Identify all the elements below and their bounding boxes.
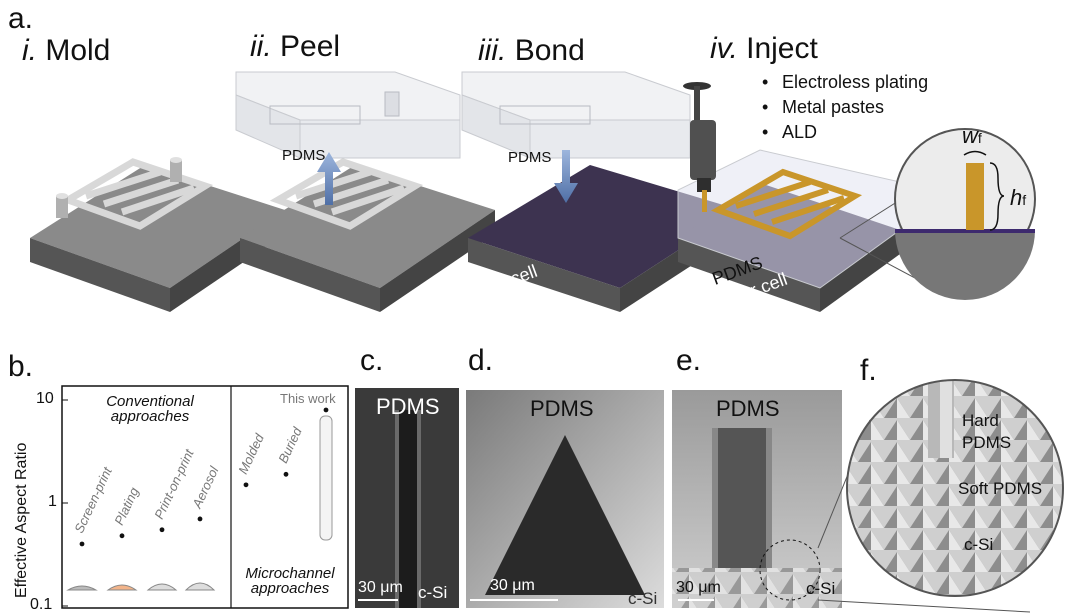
panel-f-letter: f. (860, 354, 877, 387)
finger-height-sub: f (1022, 192, 1027, 208)
syringe (683, 82, 716, 212)
y-tick-label: 0.1 (30, 596, 53, 613)
mold-channel-pattern (59, 158, 214, 230)
step-1-name: Mold (45, 34, 111, 67)
data-point (283, 471, 289, 477)
step-2-name: Peel (280, 30, 341, 63)
sem-panel-f (847, 380, 1063, 596)
panel-d-pdms-label: PDMS (530, 396, 594, 421)
y-tick-label: 10 (36, 390, 54, 407)
data-point (243, 482, 249, 488)
bullet-item: ALD (762, 120, 928, 145)
panel-f-hard-label: Hard PDMS (962, 411, 1012, 452)
mold-pillars (56, 157, 182, 218)
finger-height-letter: h (1010, 185, 1023, 210)
panel-f-substrate: c-Si (964, 535, 994, 554)
data-point (323, 407, 329, 413)
chart-frame (61, 385, 349, 609)
step-3-numeral: iii. (478, 34, 507, 67)
inject-bullet-list: Electroless plating Metal pastes ALD (762, 70, 928, 145)
step-2-numeral: ii. (250, 30, 272, 63)
finger-width-letter: w (962, 123, 978, 148)
chart-left-heading: Conventional approaches (106, 393, 194, 425)
bond-pdms-label: PDMS (508, 149, 552, 166)
bullet-item: Metal pastes (762, 95, 928, 120)
data-point (197, 516, 203, 522)
finger-sketch (106, 584, 138, 591)
panel-d-scale: 30 μm (490, 577, 535, 594)
panel-f-soft-label: Soft PDMS (958, 479, 1043, 498)
finger-sketch (319, 415, 333, 541)
bond-pdms-slab (461, 71, 691, 159)
step-1-numeral: i. (22, 34, 37, 67)
finger-sketch (146, 583, 178, 591)
sem-panel-e (672, 390, 842, 608)
step-4-title: iv. Inject (710, 34, 818, 64)
step-1-title: i. Mold (22, 36, 110, 66)
data-point (79, 541, 85, 547)
step-3-name: Bond (514, 34, 585, 67)
sem-f-outline (846, 379, 1064, 597)
finger-height-symbol: hf (1010, 187, 1026, 209)
chart-marks (62, 399, 333, 607)
f-zoom-line-2 (817, 599, 1031, 613)
panel-a-letter: a. (8, 2, 34, 35)
data-point (119, 533, 125, 539)
panel-e-letter: e. (676, 344, 702, 377)
panel-e-pdms-label: PDMS (716, 396, 780, 421)
peel-mask-block (240, 158, 495, 312)
inject-device (677, 149, 901, 312)
finger-width-symbol: wf (962, 125, 982, 147)
step-2-title: ii. Peel (250, 32, 340, 62)
step-4-name: Inject (746, 32, 818, 65)
peel-pdms-label: PDMS (282, 147, 326, 164)
peel-pdms-slab (235, 71, 461, 159)
panel-d-substrate: c-Si (628, 589, 658, 608)
step-3-title: iii. Bond (478, 36, 585, 66)
this-work-label: This work (280, 390, 336, 406)
chart-right-heading: Microchannel approaches (245, 565, 335, 597)
panel-c-substrate: c-Si (418, 583, 448, 602)
y-tick-label: 1 (48, 493, 57, 510)
bond-arrow (554, 150, 578, 203)
finger-sketch (184, 582, 216, 591)
peel-arrow (317, 152, 341, 205)
finger-width-sub: f (977, 130, 982, 146)
zoom-line (839, 199, 901, 239)
sem-panel-c (355, 388, 459, 608)
panel-b-letter: b. (8, 350, 34, 383)
panel-d-letter: d. (468, 344, 494, 377)
step-4-numeral: iv. (710, 32, 738, 65)
finger-zoom-circle (894, 128, 1036, 300)
data-point (159, 527, 165, 533)
finger-sketch (66, 585, 98, 591)
panel-e-substrate: c-Si (806, 579, 836, 598)
panel-c-letter: c. (360, 344, 384, 377)
panel-c-scale: 30 μm (358, 579, 403, 596)
sem-panel-d (466, 390, 664, 608)
bullet-item: Electroless plating (762, 70, 928, 95)
panel-e-scale: 30 μm (676, 579, 721, 596)
panel-c-pdms-label: PDMS (376, 394, 440, 419)
chart-y-title: Effective Aspect Ratio (13, 442, 30, 598)
